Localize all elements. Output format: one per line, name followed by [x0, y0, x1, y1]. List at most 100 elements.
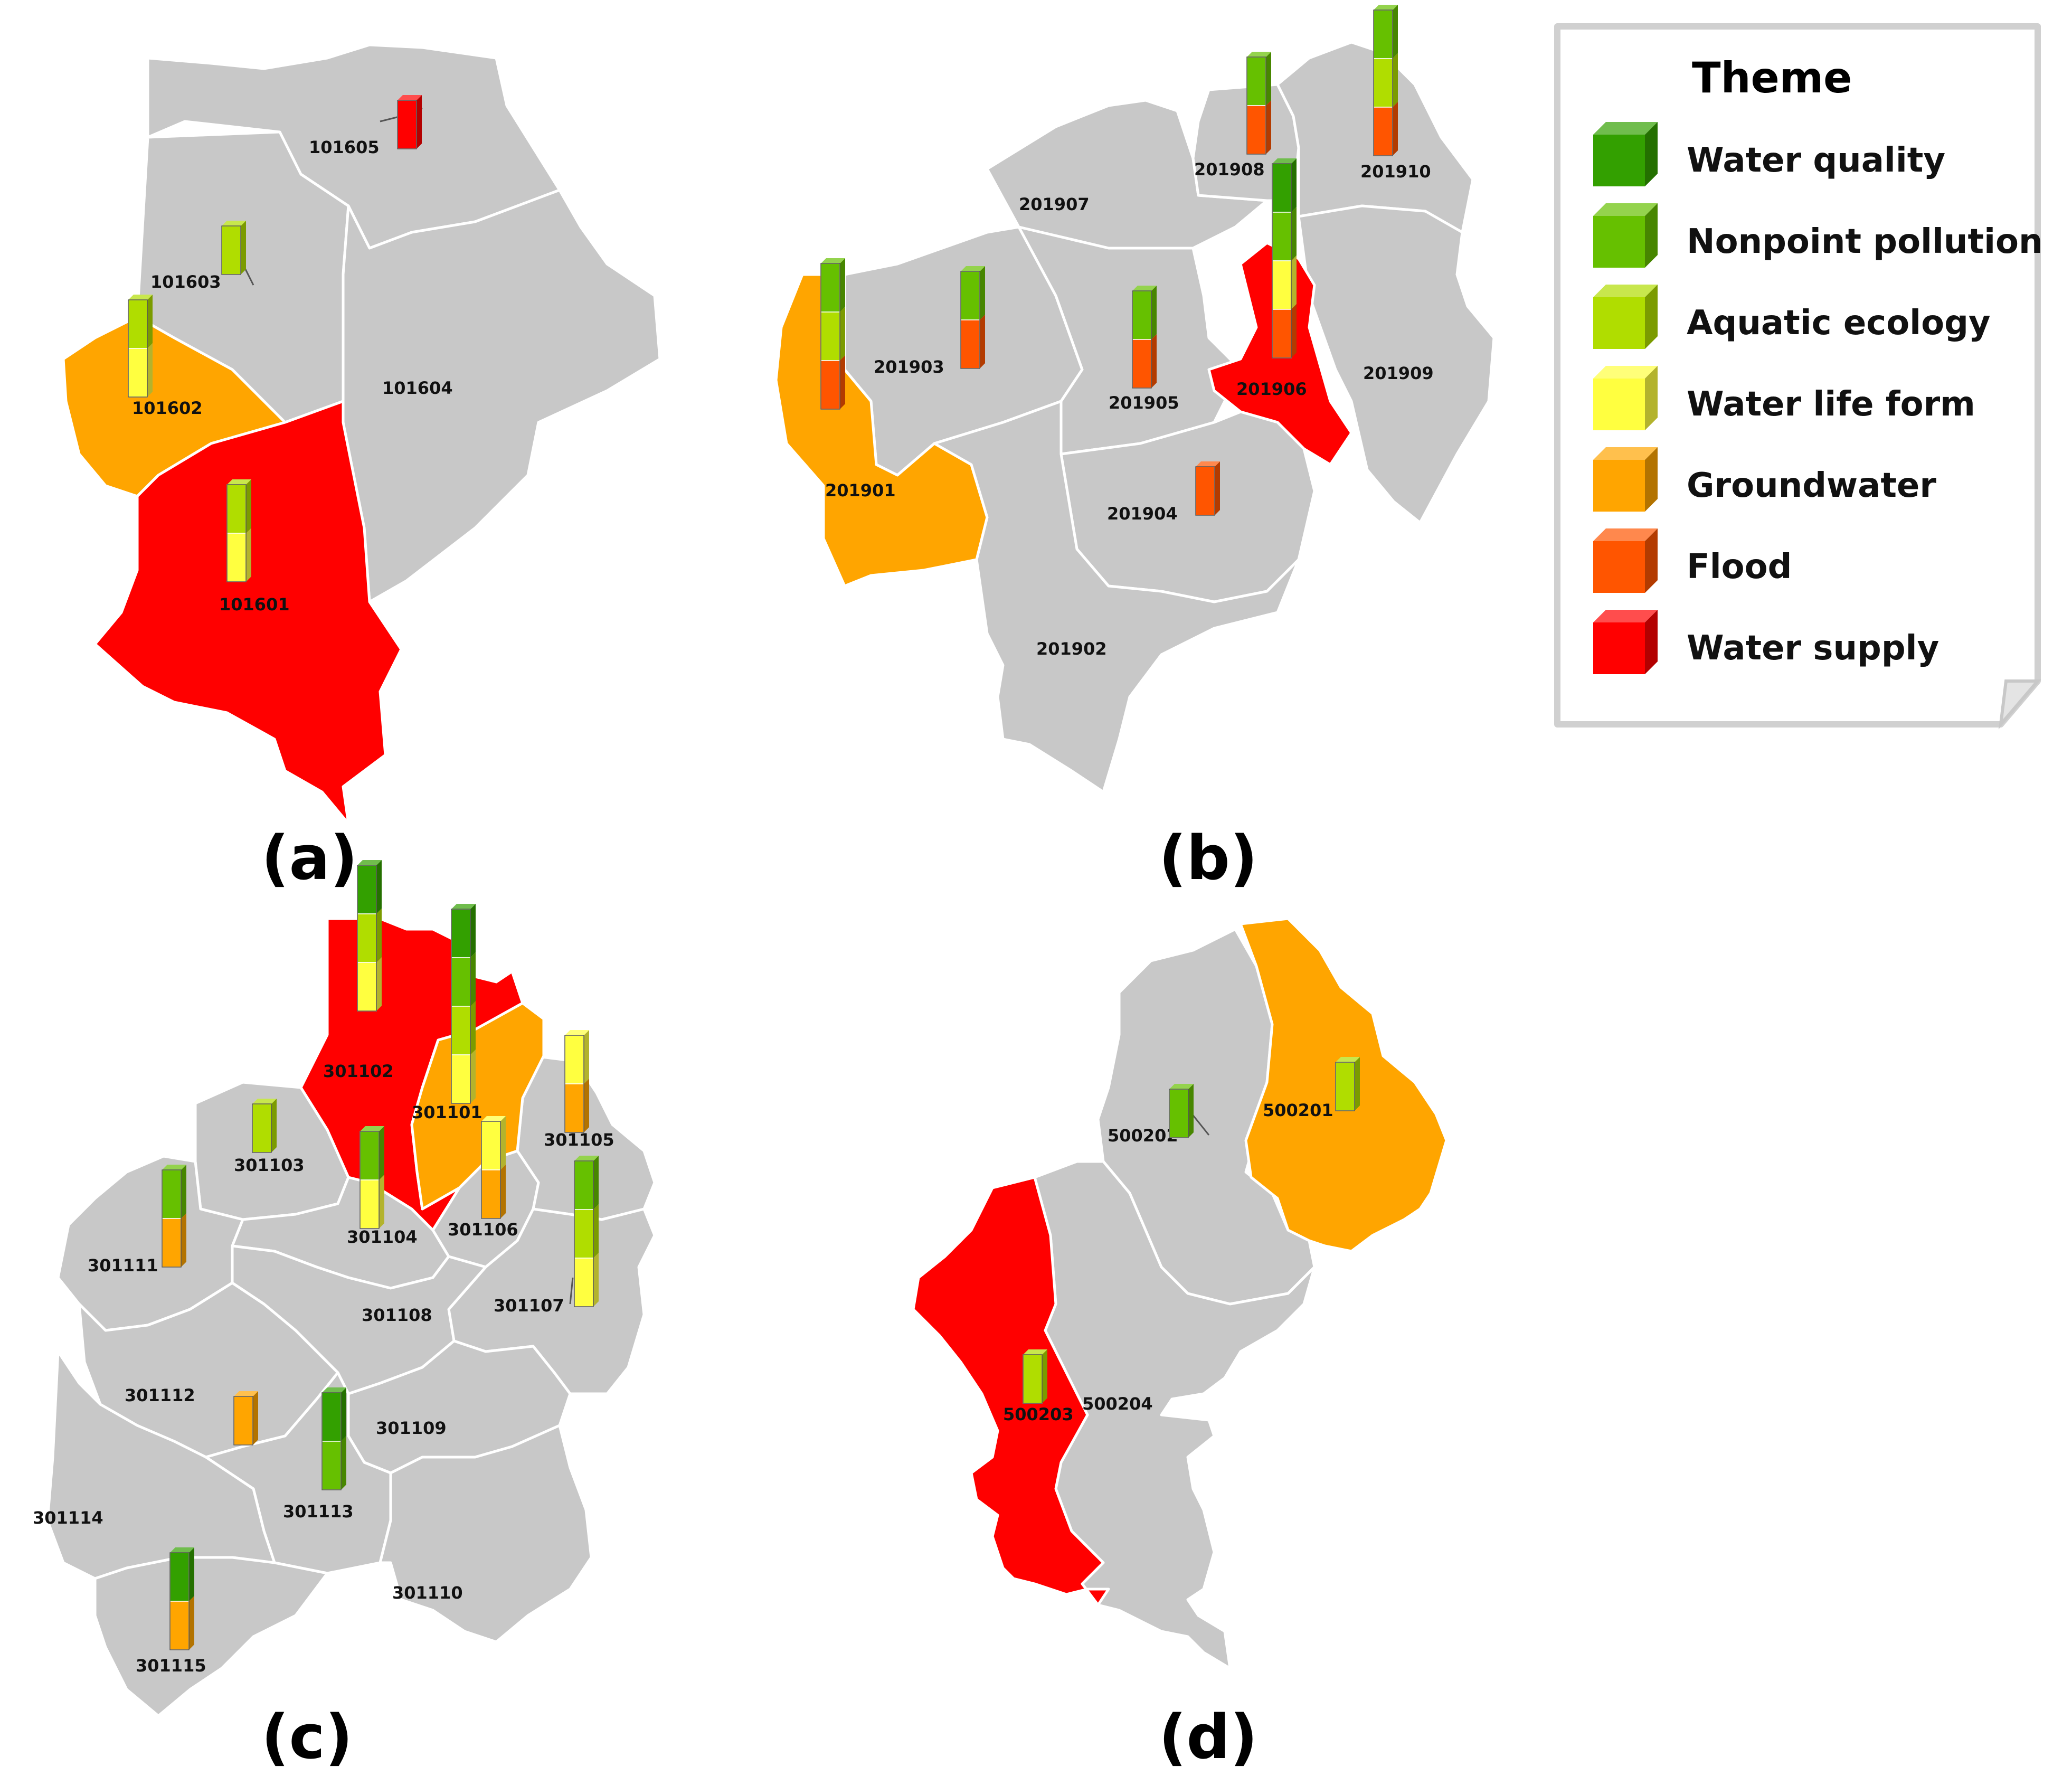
bar-outline: [252, 1103, 272, 1153]
bar-top: [222, 221, 246, 226]
bar-segment-side: [593, 1204, 599, 1258]
bar-segment-side: [1266, 52, 1271, 106]
bar-segment-side: [500, 1165, 506, 1218]
bar-top: [234, 1391, 258, 1396]
bar-outline: [221, 225, 241, 275]
bar-outline: [1169, 1089, 1189, 1138]
bar-segment-side: [1151, 334, 1157, 388]
bar-segment-side: [1393, 5, 1398, 59]
cube-icon: [1593, 203, 1658, 268]
region-201909: [1297, 204, 1496, 524]
bar-outline: [960, 271, 980, 369]
region-label: 301106: [448, 1220, 518, 1240]
bar-outline: [451, 909, 471, 1104]
bar-segment: [1335, 1062, 1355, 1111]
bar-top: [162, 1165, 186, 1170]
bar-outline: [226, 484, 247, 582]
bar-outline: [128, 299, 148, 398]
panel-d: 500201 500202 500203 500204 (d): [912, 917, 1448, 1773]
panel-c: 301102 301101 301103 301105 301111 30110…: [33, 917, 656, 1773]
bar-segment: [451, 1006, 471, 1055]
panel-label-a: (a): [261, 823, 358, 894]
region-label: 101603: [150, 272, 221, 292]
bar-segment-side: [379, 1126, 384, 1180]
bar-segment-side: [980, 315, 985, 369]
bar-segment: [1272, 309, 1292, 358]
bar-top: [170, 1547, 194, 1553]
bar-segment: [169, 1601, 190, 1650]
indicator-bar-301104: [359, 1126, 384, 1229]
bar-segment: [574, 1209, 594, 1259]
bar-outline: [1272, 163, 1292, 358]
indicator-bars: [128, 5, 1398, 1650]
bar-segment-side: [1393, 102, 1398, 156]
panel-label-d: (d): [1159, 1702, 1257, 1773]
bar-segment-side: [189, 1547, 194, 1601]
bar-outline: [233, 1396, 253, 1446]
cube-front: [1593, 216, 1645, 268]
indicator-bar-301106: [481, 1116, 506, 1219]
bar-segment-side: [417, 95, 422, 149]
bar-top: [565, 1030, 589, 1035]
indicator-bar-101601: [226, 479, 251, 582]
bar-segment: [169, 1552, 190, 1602]
bar-top: [1247, 52, 1271, 57]
indicator-bar-201903: [960, 266, 985, 369]
bar-segment: [564, 1083, 584, 1133]
bar-top: [1272, 158, 1297, 164]
region-label: 301109: [376, 1418, 447, 1438]
bar-segment-side: [241, 221, 246, 275]
bar-segment-side: [584, 1079, 589, 1132]
bar-segment: [820, 263, 840, 313]
indicator-bar-301111: [162, 1165, 186, 1268]
bar-segment-side: [1291, 256, 1297, 309]
region-label: 301104: [347, 1227, 418, 1247]
bar-outline: [169, 1552, 190, 1650]
bar-segment: [357, 913, 377, 963]
bar-segment-side: [1042, 1349, 1047, 1403]
region-label: 201907: [1019, 194, 1090, 214]
bar-top: [451, 904, 476, 909]
bar-outline: [481, 1121, 501, 1219]
cube-icon: [1593, 610, 1658, 674]
indicator-bar-101602: [128, 295, 153, 398]
bar-top: [252, 1099, 277, 1104]
legend-item-label: Water quality: [1687, 141, 1945, 180]
cube-icon: [1593, 528, 1658, 593]
region-label: 500202: [1108, 1126, 1178, 1146]
bar-outline: [162, 1169, 182, 1268]
region-label: 301108: [362, 1305, 432, 1325]
bar-segment: [321, 1392, 342, 1442]
bar-segment-side: [253, 1391, 258, 1445]
indicator-bar-301112: [233, 1391, 258, 1446]
panel-label-c: (c): [261, 1702, 353, 1773]
legend-item: Aquatic ecology: [1593, 285, 1991, 349]
bar-segment: [820, 311, 840, 361]
legend-item: Water life form: [1593, 366, 1975, 430]
region-label: 301107: [494, 1296, 564, 1316]
bar-segment-side: [1151, 286, 1157, 339]
legend-item-label: Nonpoint pollution: [1687, 222, 2043, 261]
region-label: 500201: [1263, 1100, 1333, 1120]
bar-segment: [960, 271, 980, 320]
indicator-bar-101605: [397, 95, 422, 149]
bar-segment-side: [1393, 53, 1398, 107]
bar-segment: [359, 1131, 380, 1180]
indicator-bar-301113: [321, 1387, 346, 1490]
bar-top: [1336, 1057, 1360, 1062]
cube-icon: [1593, 285, 1658, 349]
cube-front: [1593, 297, 1645, 349]
region-label: 201909: [1363, 363, 1434, 383]
bar-segment: [128, 348, 148, 398]
bar-segment-side: [840, 355, 845, 409]
bar-segment-side: [470, 952, 476, 1006]
region-301115: [93, 1556, 329, 1717]
bar-segment-side: [1266, 100, 1271, 154]
region-label: 101601: [219, 594, 290, 615]
indicator-bar-500202: [1169, 1084, 1194, 1138]
bar-segment: [1195, 466, 1215, 516]
cube-top: [1593, 203, 1658, 216]
bar-segment-side: [470, 1050, 476, 1103]
panel-b: 201907 201908 201910 201903 201905 20190…: [774, 41, 1496, 894]
